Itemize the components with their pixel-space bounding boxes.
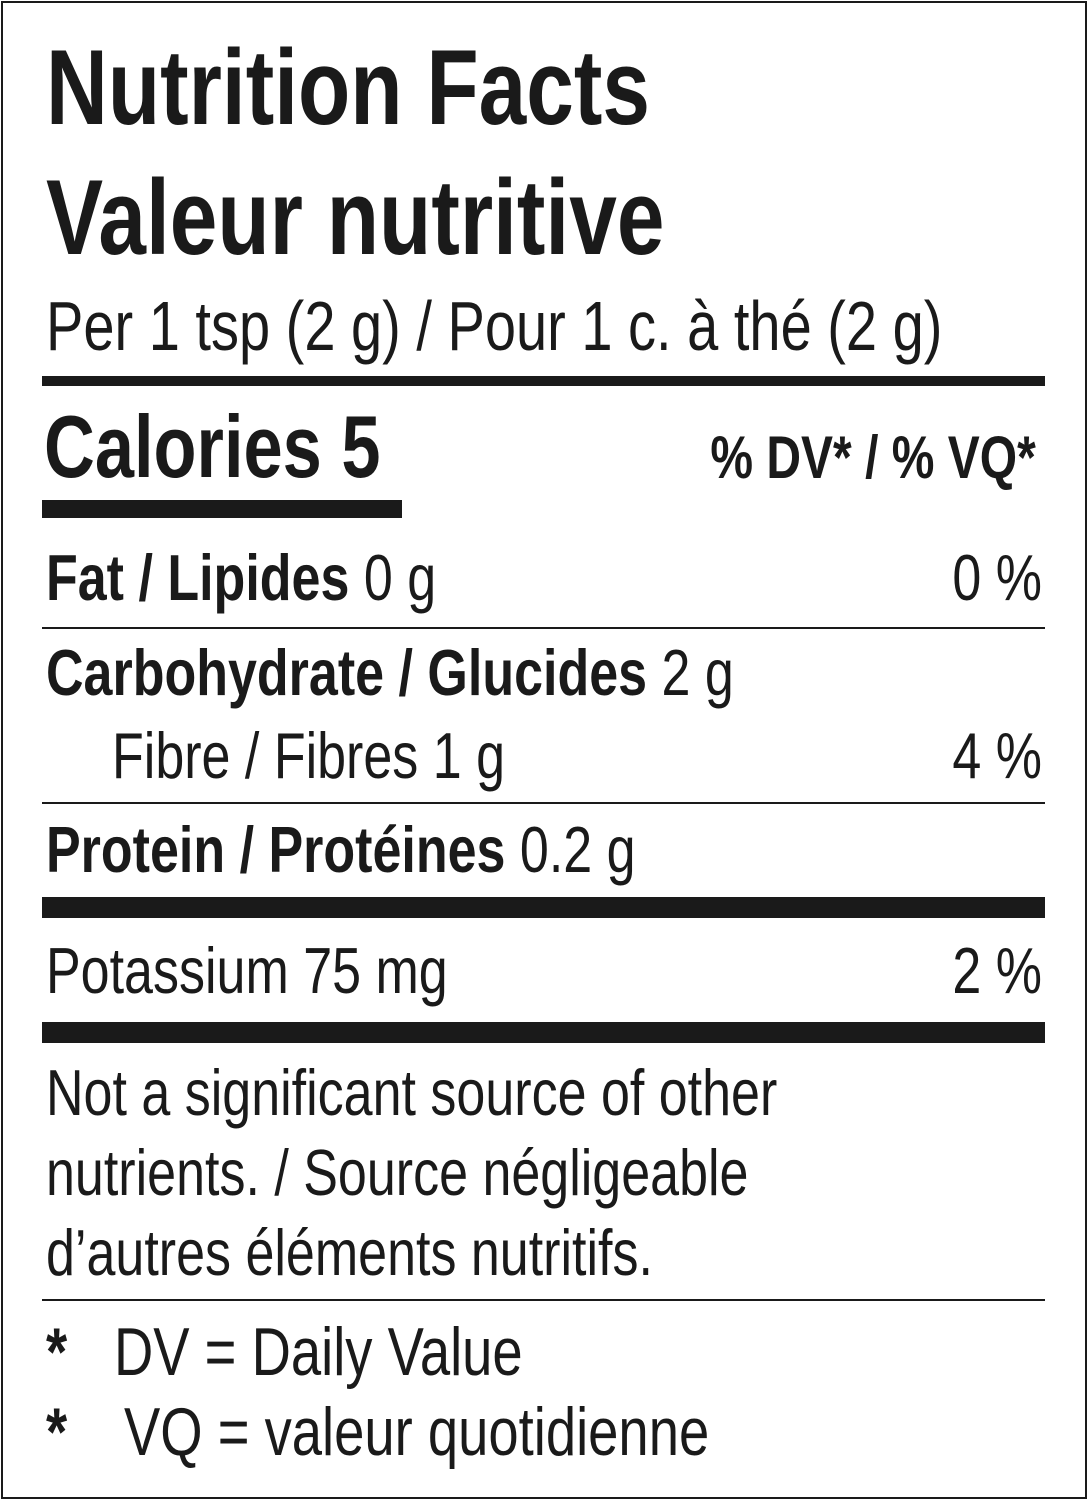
nutrient-label: Protein / Protéines [46, 813, 506, 886]
title-french: Valeur nutritive [46, 157, 665, 277]
nutrient-potassium: Potassium 75 mg [46, 934, 448, 1007]
serving-size: Per 1 tsp (2 g) / Pour 1 c. à thé (2 g) [46, 287, 943, 365]
thin-divider [42, 627, 1045, 629]
nutrient-amount: 0 g [363, 541, 437, 614]
nutrient-fibre: Fibre / Fibres 1 g [112, 719, 506, 792]
fibre-dv: 4 % [952, 719, 1042, 792]
dv-header: % DV* / % VQ* [710, 424, 1036, 491]
footnote-line: Not a significant source of other [46, 1056, 778, 1129]
asterisk-icon: * [46, 1314, 68, 1390]
title-english: Nutrition Facts [46, 27, 650, 147]
thin-divider [42, 802, 1045, 804]
nutrient-amount: 0.2 g [519, 813, 636, 886]
nutrient-fat: Fat / Lipides 0 g [46, 545, 436, 610]
thick-divider [42, 897, 1045, 918]
fat-dv: 0 % [952, 541, 1042, 614]
thin-divider [42, 1299, 1045, 1301]
footnote-line: d’autres éléments nutritifs. [46, 1216, 653, 1289]
calories: Calories 5 [44, 397, 381, 496]
calories-underline [42, 500, 402, 518]
legend-dv: DV = Daily Value [114, 1314, 523, 1390]
thick-divider [42, 1022, 1045, 1043]
nutrient-label: Fat / Lipides [46, 541, 350, 614]
footnote-line: nutrients. / Source négligeable [46, 1136, 749, 1209]
nutrient-amount: 2 g [661, 636, 734, 709]
potassium-dv: 2 % [952, 934, 1042, 1007]
nutrient-carbohydrate: Carbohydrate / Glucides 2 g [46, 640, 734, 705]
nutrient-protein: Protein / Protéines 0.2 g [46, 817, 636, 882]
thick-divider [42, 376, 1045, 386]
asterisk-icon: * [46, 1394, 68, 1470]
nutrient-label: Carbohydrate / Glucides [46, 636, 648, 709]
legend-vq: VQ = valeur quotidienne [124, 1394, 710, 1470]
